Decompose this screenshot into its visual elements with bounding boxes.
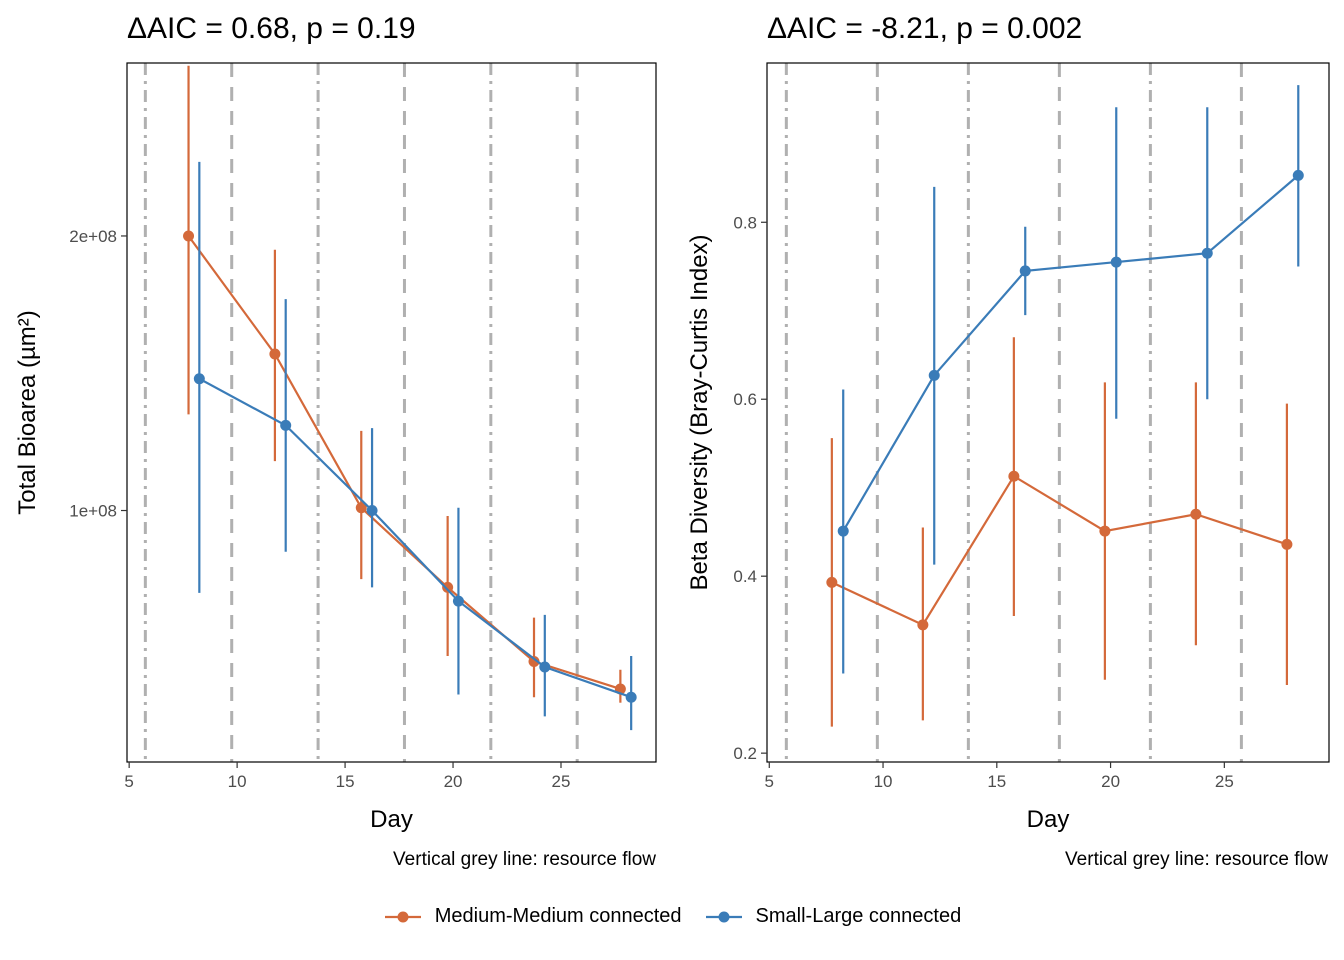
caption: Vertical grey line: resource flow [393, 849, 656, 870]
data-point [539, 661, 551, 673]
data-point [625, 691, 637, 703]
data-point [366, 505, 378, 517]
y-tick-label: 1e+08 [69, 502, 117, 521]
x-tick-label: 10 [228, 772, 247, 791]
caption: Vertical grey line: resource flow [1065, 849, 1328, 870]
series-line [842, 174, 1299, 532]
x-tick-label: 15 [987, 772, 1006, 791]
series-line [831, 474, 1288, 627]
legend-key-small [705, 911, 742, 922]
legend: Medium-Medium connected Small-Large conn… [0, 905, 1344, 928]
panel-2: ΔAIC = -8.21, p = 0.002 5 10 15 20 25 0.2 0.4 0.… [686, 12, 1330, 870]
legend-key-medium [384, 911, 421, 922]
panel-title: ΔAIC = 0.68, p = 0.19 [127, 12, 416, 45]
data-point [1281, 538, 1293, 550]
y-tick-label: 0.4 [733, 567, 757, 586]
data-point [183, 230, 195, 242]
x-tick-label: 10 [874, 772, 893, 791]
y-axis-label: Beta Diversity (Bray-Curtis Index) [686, 234, 713, 590]
data-point [269, 348, 281, 360]
data-point [1019, 265, 1031, 277]
data-point [826, 576, 838, 588]
legend-label-small: Small-Large connected [755, 905, 962, 927]
x-tick-label: 20 [1101, 772, 1120, 791]
x-axis-label: Day [1027, 806, 1070, 833]
legend-item-medium: Medium-Medium connected [383, 905, 682, 928]
data-point [1110, 256, 1122, 268]
y-tick-label: 0.6 [733, 390, 757, 409]
panel-title: ΔAIC = -8.21, p = 0.002 [767, 12, 1082, 45]
data-point [837, 525, 849, 537]
data-point [1008, 470, 1020, 482]
data-point [280, 419, 292, 431]
series-line [198, 377, 632, 699]
data-point [1201, 247, 1213, 259]
data-point [1099, 525, 1111, 537]
x-tick-label: 5 [765, 772, 774, 791]
series-medium [826, 337, 1293, 727]
panel-1: ΔAIC = 0.68, p = 0.19 5 10 15 20 25 1e+08 2e+08… [14, 12, 657, 870]
data-point [1292, 169, 1304, 181]
chart-canvas: ΔAIC = 0.68, p = 0.19 5 10 15 20 25 1e+08 2e+08… [14, 12, 1330, 870]
y-tick-label: 2e+08 [69, 227, 117, 246]
data-point [442, 581, 454, 593]
x-axis-label: Day [370, 806, 413, 833]
y-tick-label: 0.2 [733, 744, 757, 763]
data-point [452, 595, 464, 607]
x-tick-label: 15 [336, 772, 355, 791]
x-tick-label: 5 [124, 772, 133, 791]
data-point [193, 373, 205, 385]
x-tick-label: 25 [552, 772, 571, 791]
legend-label-medium: Medium-Medium connected [434, 905, 682, 927]
panel-border [766, 62, 1330, 763]
data-point [1190, 508, 1202, 520]
panel-border [126, 62, 657, 763]
legend-item-small: Small-Large connected [704, 905, 962, 928]
series-small [837, 85, 1304, 674]
data-point [355, 502, 367, 514]
data-point [528, 656, 540, 668]
x-tick-label: 25 [1215, 772, 1234, 791]
data-point [917, 619, 929, 631]
y-tick-label: 0.8 [733, 213, 757, 232]
series-small [193, 161, 637, 731]
data-point [928, 369, 940, 381]
x-tick-label: 20 [444, 772, 463, 791]
y-axis-label: Total Bioarea (µm²) [14, 310, 41, 515]
